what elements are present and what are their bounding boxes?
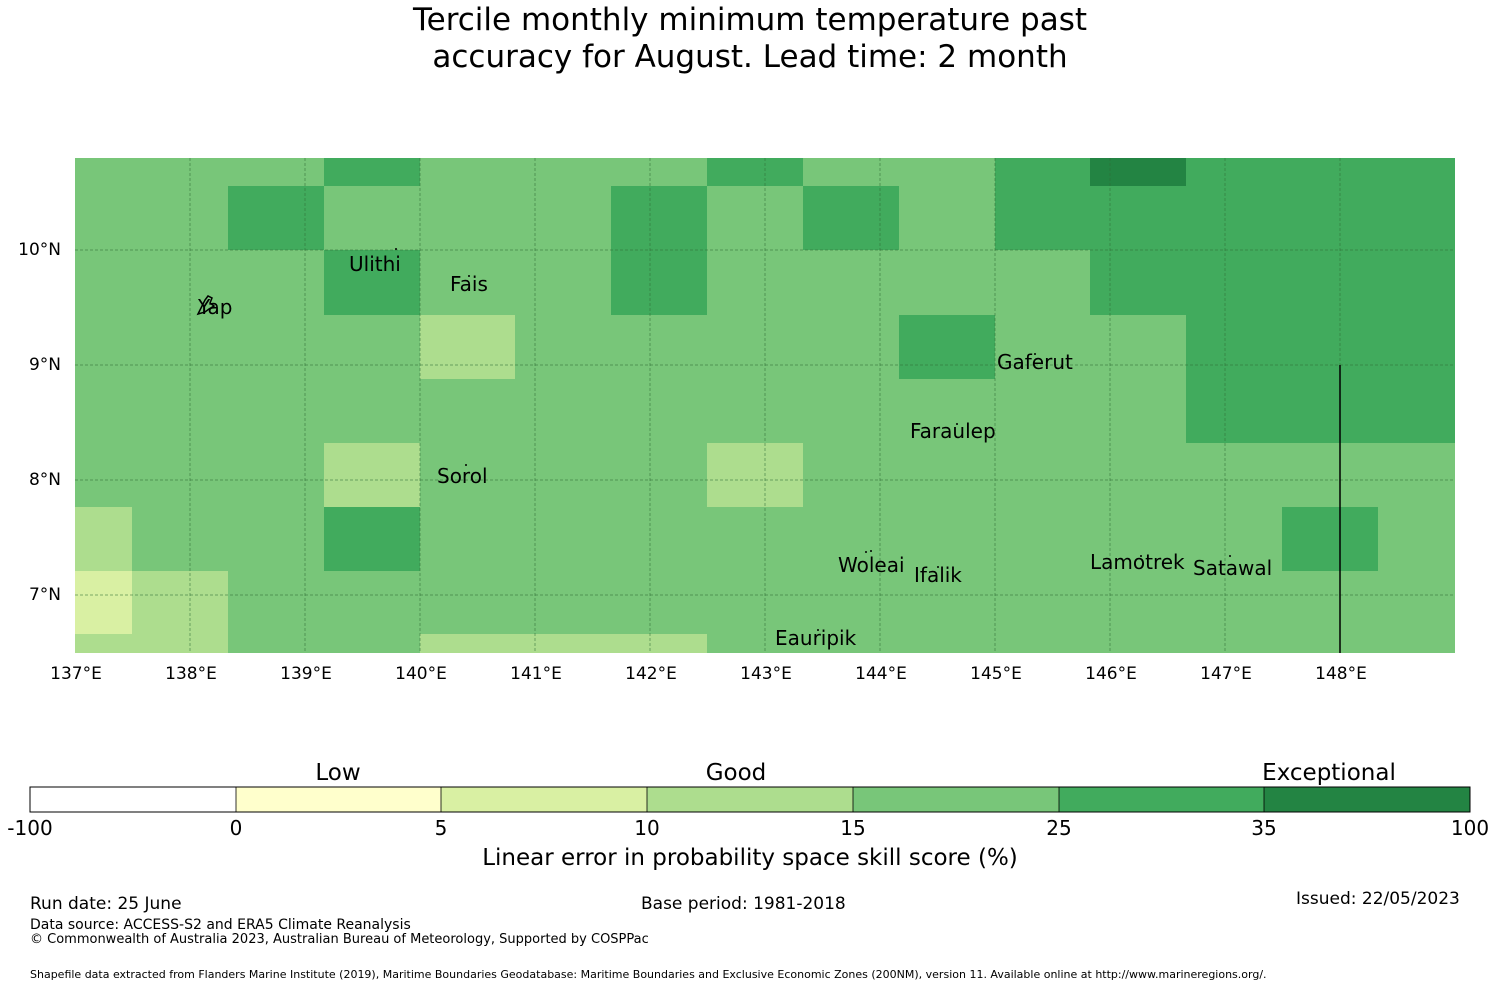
lon-label-142: 142°E [625, 664, 677, 684]
island-label-fais: Fais [450, 272, 488, 296]
base-period: Base period: 1981-2018 [641, 894, 846, 914]
colorbar-label: Linear error in probability space skill … [482, 845, 1018, 871]
lon-label-140: 140°E [395, 664, 447, 684]
skill-cell [1090, 158, 1186, 186]
colorbar-tick-label: 25 [1046, 816, 1072, 840]
skill-cell [324, 507, 420, 571]
eauripik-marker [817, 629, 819, 631]
title-line-1: Tercile monthly minimum temperature past [412, 2, 1088, 38]
skill-cell [1282, 507, 1378, 571]
skill-cell [1186, 158, 1455, 186]
colorbar-segment-35-100 [1264, 787, 1470, 812]
island-label-ulithi: Ulithi [349, 252, 401, 276]
skill-cell [995, 158, 1090, 186]
ulithi-marker [395, 248, 397, 250]
skill-cell [324, 250, 420, 315]
island-label-ifalik: Ifalik [914, 563, 962, 587]
lon-label-138: 138°E [165, 664, 217, 684]
colorbar-category-exceptional: Exceptional [1262, 760, 1396, 786]
shapefile-credit: Shapefile data extracted from Flanders M… [30, 968, 1267, 981]
satawal-marker [1229, 555, 1231, 557]
island-label-woleai: Woleai [838, 553, 905, 577]
lon-label-141: 141°E [510, 664, 562, 684]
colorbar-tick-label: 100 [1450, 816, 1490, 840]
colorbar-tick-label: 10 [634, 816, 660, 840]
island-labels: Ulithi Fais Yap Gaferut Faraulep Sorol W… [197, 252, 1272, 650]
colorbar-segment-10-15 [647, 787, 853, 812]
lon-label-147: 147°E [1200, 664, 1252, 684]
lon-label-145: 145°E [970, 664, 1022, 684]
lat-label-8: 8°N [28, 470, 61, 490]
sorol-marker [465, 464, 467, 466]
colorbar-tick-label: 35 [1251, 816, 1277, 840]
island-label-gaferut: Gaferut [997, 350, 1073, 374]
colorbar-segment-15-25 [853, 787, 1059, 812]
lon-label-143: 143°E [740, 664, 792, 684]
title-line-2: accuracy for August. Lead time: 2 month [432, 39, 1068, 75]
lon-label-148: 148°E [1315, 664, 1367, 684]
copyright: © Commonwealth of Australia 2023, Austra… [30, 932, 649, 947]
woleai-marker [865, 551, 867, 553]
colorbar [29, 786, 1471, 813]
issued-date: Issued: 22/05/2023 [1296, 889, 1460, 909]
lat-label-10: 10°N [18, 240, 61, 260]
lat-label-7: 7°N [28, 585, 61, 605]
yap-island-shape [196, 295, 216, 316]
woleai-marker [870, 550, 872, 552]
map-title: Tercile monthly minimum temperature past… [0, 2, 1500, 76]
lamotrek-marker [1140, 555, 1142, 557]
lon-label-144: 144°E [855, 664, 907, 684]
lat-label-9: 9°N [28, 355, 61, 375]
colorbar-segment-neg100-0 [30, 787, 236, 812]
data-source: Data source: ACCESS-S2 and ERA5 Climate … [30, 917, 411, 933]
ifalik-marker [937, 566, 939, 568]
fais-marker [468, 275, 470, 277]
island-label-yap: Yap [197, 295, 232, 319]
island-label-sorol: Sorol [437, 464, 488, 488]
run-date: Run date: 25 June [30, 894, 182, 914]
skill-cell [324, 443, 420, 507]
skill-cell [420, 315, 515, 379]
lon-label-146: 146°E [1085, 664, 1137, 684]
skill-cell [1090, 250, 1455, 315]
colorbar-category-low: Low [315, 760, 361, 786]
colorbar-tick-label: 5 [434, 816, 448, 840]
colorbar-segment-0-5 [236, 787, 441, 812]
skill-cell [1186, 315, 1455, 443]
island-markers [196, 248, 1231, 631]
lon-label-139: 139°E [280, 664, 332, 684]
skill-cell [75, 571, 132, 634]
colorbar-tick-label: 15 [840, 816, 866, 840]
skill-cell [420, 634, 707, 653]
skill-cell [228, 186, 324, 250]
island-label-satawal: Satawal [1193, 556, 1272, 580]
skill-cell [132, 571, 228, 653]
colorbar-category-good: Good [705, 760, 767, 786]
skill-cell [707, 443, 803, 507]
colorbar-outline [29, 786, 1471, 813]
gaferut-marker [1034, 353, 1036, 355]
island-label-lamotrek: Lamotrek [1090, 550, 1185, 574]
skill-cell [75, 507, 132, 571]
island-label-eauripik: Eauripik [775, 626, 857, 650]
island-label-faraulep: Faraulep [910, 419, 996, 443]
skill-cell [75, 634, 132, 653]
colorbar-segment-5-10 [441, 787, 647, 812]
colorbar-segment-25-35 [1059, 787, 1264, 812]
skill-cells [75, 158, 1455, 653]
faraulep-marker [956, 423, 958, 425]
colorbar-tick-label: 0 [229, 816, 243, 840]
lon-label-137: 137°E [50, 664, 102, 684]
colorbar-tick-label: -100 [7, 816, 53, 840]
skill-cell [803, 186, 899, 250]
skill-cell [324, 158, 420, 186]
gridlines [75, 158, 1455, 653]
skill-cell [899, 315, 995, 379]
skill-cell [707, 158, 803, 186]
